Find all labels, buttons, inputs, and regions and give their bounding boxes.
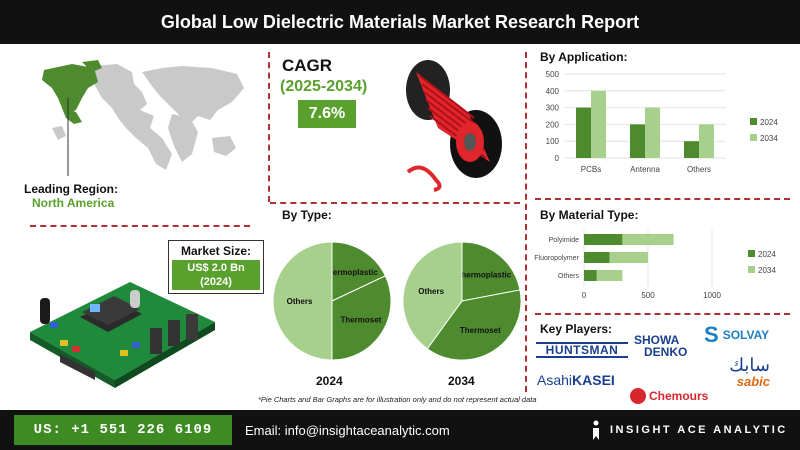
application-bar-chart: 0 100 200 300 400 500 PCBs Antenna Others 2024 203… (546, 70, 779, 174)
bar-pcbs-2034 (591, 90, 606, 158)
x-tick-label: 1000 (703, 291, 721, 300)
divider (268, 52, 270, 202)
footer-phone: US: +1 551 226 6109 (14, 415, 232, 445)
title-bar: Global Low Dielectric Materials Market R… (0, 0, 800, 44)
legend-swatch (748, 266, 755, 273)
bar-others-2024 (584, 270, 597, 281)
pie-label: Thermoset (460, 326, 501, 335)
bar-others-2024 (684, 141, 699, 158)
bar-pcbs-2024 (576, 107, 591, 158)
material-bar-chart: 0 500 1000 Polyimide Fluoropolymer Others 2024… (534, 230, 776, 300)
pie-slice-thermoset (426, 289, 522, 361)
pie-label: Thermoplastic (456, 271, 511, 280)
legend-label: 2024 (760, 118, 778, 127)
y-tick-label: 0 (555, 154, 560, 163)
pie-slice-thermoplastic (331, 241, 387, 302)
bar-fluoropolymer-2024 (584, 252, 610, 263)
pie-label: Others (418, 287, 444, 296)
divider (525, 52, 527, 392)
legend-swatch (748, 250, 755, 257)
divider (270, 202, 520, 204)
legend-label: 2034 (758, 266, 776, 275)
key-players-title: Key Players: (540, 322, 613, 336)
legend-label: 2024 (758, 250, 776, 259)
x-tick-label: 0 (582, 291, 587, 300)
legend-swatch (750, 118, 757, 125)
pie-slice-others (402, 241, 463, 350)
cagr-period: (2025-2034) (280, 78, 368, 95)
y-tick-label: 400 (546, 87, 560, 96)
bar-antenna-2034 (645, 107, 660, 158)
bar-polyimide-2034 (622, 234, 674, 245)
y-tick-label: 100 (546, 137, 560, 146)
bar-others-2034 (596, 270, 623, 281)
leading-region-label: Leading Region: (24, 182, 118, 196)
pie-slice-thermoplastic (461, 241, 521, 302)
pie-label: Thermoset (340, 315, 381, 324)
y-tick-label: 300 (546, 104, 560, 113)
brand-logo-icon (593, 420, 599, 440)
y-tick-label: 200 (546, 120, 560, 129)
pie-label: Thermoplastic (323, 268, 378, 277)
divider (535, 313, 790, 315)
chemours-logo: Chemours (630, 388, 708, 404)
by-application-title: By Application: (540, 50, 628, 64)
huntsman-logo: HUNTSMAN (536, 342, 628, 358)
solvay-s-icon: S (704, 322, 719, 347)
by-type-title: By Type: (282, 208, 332, 222)
divider (30, 225, 250, 227)
showa-denko-logo: SHOWA DENKO (634, 333, 688, 359)
disclaimer: *Pie Charts and Bar Graphs are for illus… (258, 395, 537, 404)
footer-brand: INSIGHT ACE ANALYTIC (590, 415, 788, 445)
sabic-logo: سابك sabic (729, 355, 770, 389)
x-tick-label: Others (687, 165, 711, 174)
x-tick-label: Antenna (630, 165, 660, 174)
pie-2024-year: 2024 (316, 374, 343, 388)
x-tick-label: PCBs (581, 165, 601, 174)
legend-swatch (750, 134, 757, 141)
divider (535, 198, 790, 200)
pie-charts: Thermoplastic Thermoset Others Thermoplasti… (272, 241, 522, 361)
market-size-label: Market Size: (180, 244, 252, 258)
y-tick-label: 500 (546, 70, 560, 79)
bar-antenna-2024 (630, 124, 645, 158)
y-tick-label: Others (558, 273, 580, 280)
footer-email[interactable]: Email: info@insightaceanalytic.com (245, 422, 450, 438)
cagr-label: CAGR (282, 56, 333, 75)
cable-spool-image (406, 60, 502, 192)
pie-2034-year: 2034 (448, 374, 475, 388)
circuit-board-image (30, 282, 215, 388)
y-tick-label: Fluoropolymer (534, 255, 579, 262)
world-map (42, 60, 244, 176)
pie-slice-others (272, 241, 333, 361)
chemours-icon (630, 388, 646, 404)
bar-fluoropolymer-2034 (609, 252, 648, 263)
cagr-value: 7.6% (298, 100, 356, 128)
by-material-title: By Material Type: (540, 208, 639, 222)
x-tick-label: 500 (641, 291, 655, 300)
asahi-kasei-logo: AsahiKASEI (537, 372, 615, 388)
solvay-logo: S SOLVAY (704, 322, 770, 347)
market-size-box (168, 240, 264, 294)
pie-slice-thermoset (331, 275, 392, 361)
legend-label: 2034 (760, 134, 778, 143)
page-title: Global Low Dielectric Materials Market R… (160, 11, 640, 32)
pie-label: Others (287, 297, 313, 306)
bar-polyimide-2024 (584, 234, 623, 245)
y-tick-label: Polyimide (549, 237, 579, 244)
market-size-value: US$ 2.0 Bn (2024) (172, 260, 260, 290)
bar-others-2034 (699, 124, 714, 158)
leading-region-value: North America (32, 196, 115, 210)
